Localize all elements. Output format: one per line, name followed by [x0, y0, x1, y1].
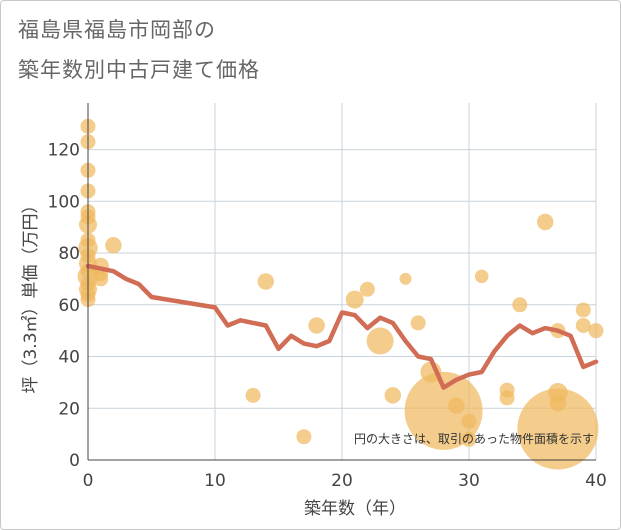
bubble-point	[536, 213, 554, 231]
y-axis-label: 坪（3.3㎡）単価（万円）	[21, 196, 41, 393]
y-tick-label: 40	[58, 348, 80, 368]
bubble-point	[93, 271, 109, 287]
x-tick-label: 20	[331, 471, 353, 491]
bubble-point	[308, 317, 325, 334]
bubble-point	[399, 272, 412, 285]
bubble-point	[461, 413, 477, 429]
bubble-point	[575, 317, 591, 333]
bubble-point	[588, 323, 604, 339]
bubble-point	[257, 273, 275, 290]
bubble-point	[575, 302, 591, 318]
chart-title-line2: 築年数別中古戸建て価格	[18, 58, 260, 82]
bubble-point	[245, 387, 261, 403]
average-price-line	[85, 263, 599, 390]
x-tick-label: 10	[204, 471, 226, 491]
bubble-point	[517, 388, 599, 470]
y-tick-label: 100	[48, 192, 80, 212]
x-tick-label: 0	[83, 471, 94, 491]
y-tick-label: 60	[58, 296, 80, 316]
bubble-point	[512, 297, 528, 313]
bubble-point	[410, 315, 426, 331]
bubble-point	[105, 237, 122, 254]
bubble-point	[461, 431, 477, 447]
chart-title-line1: 福島県福島市岡部の	[18, 18, 216, 42]
bubble-point	[474, 269, 489, 284]
bubble-point	[384, 387, 402, 404]
bubble-point	[499, 390, 515, 406]
bubble-size-note: 円の大きさは、取引のあった物件面積を示す	[354, 431, 594, 446]
bubble-point	[359, 281, 375, 297]
bubble-point	[448, 397, 465, 414]
bubble-point	[549, 394, 567, 412]
bubble-point	[296, 429, 312, 445]
y-tick-label: 80	[58, 244, 80, 264]
x-axis-label: 築年数（年）	[304, 499, 406, 519]
y-tick-label: 0	[69, 451, 80, 471]
y-tick-label: 120	[48, 141, 80, 161]
bubble-point	[345, 290, 364, 309]
x-tick-label: 40	[585, 471, 607, 491]
bubble-point	[366, 327, 394, 355]
x-tick-label: 30	[458, 471, 480, 491]
bubble-point	[404, 371, 483, 450]
y-tick-label: 20	[58, 399, 80, 419]
